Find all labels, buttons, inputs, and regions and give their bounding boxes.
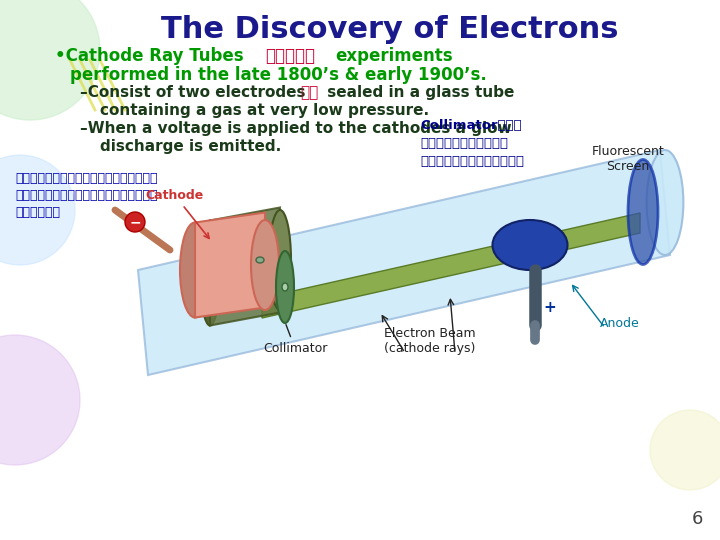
Text: containing a gas at very low pressure.: containing a gas at very low pressure.: [100, 103, 429, 118]
Text: Fluorescent
Screen: Fluorescent Screen: [592, 145, 665, 173]
Text: discharge is emitted.: discharge is emitted.: [100, 139, 282, 154]
Polygon shape: [138, 150, 670, 375]
Ellipse shape: [269, 210, 291, 310]
Ellipse shape: [492, 220, 567, 270]
Ellipse shape: [200, 220, 220, 326]
Text: 6: 6: [692, 510, 703, 528]
Polygon shape: [210, 207, 280, 326]
Text: 陰極射線管: 陰極射線管: [265, 47, 315, 65]
Circle shape: [0, 0, 100, 120]
Text: Collimator: Collimator: [263, 325, 327, 355]
Text: •Cathode Ray Tubes: •Cathode Ray Tubes: [55, 47, 249, 65]
Text: −: −: [129, 215, 141, 229]
Circle shape: [0, 335, 80, 465]
Text: sealed in a glass tube: sealed in a glass tube: [322, 85, 514, 100]
Ellipse shape: [256, 257, 264, 263]
Text: performed in the late 1800’s & early 1900’s.: performed in the late 1800’s & early 190…: [70, 66, 487, 84]
Text: Collimator准直儀: Collimator准直儀: [420, 119, 521, 132]
Text: 電子束，陰性電子束會受到第光屏的陽極吸: 電子束，陰性電子束會受到第光屏的陽極吸: [15, 189, 158, 202]
Text: The Discovery of Electrons: The Discovery of Electrons: [161, 15, 618, 44]
Text: 電極: 電極: [300, 85, 318, 100]
Ellipse shape: [282, 283, 288, 291]
Text: experiments: experiments: [335, 47, 453, 65]
Text: Anode: Anode: [600, 317, 640, 330]
Text: Electron Beam
(cathode rays): Electron Beam (cathode rays): [384, 327, 476, 355]
Text: –Consist of two electrodes: –Consist of two electrodes: [80, 85, 311, 100]
Text: 引而正確投射: 引而正確投射: [15, 206, 60, 219]
Polygon shape: [262, 213, 640, 318]
Polygon shape: [195, 213, 265, 318]
Text: 其他輻射變成平行光束的器件: 其他輻射變成平行光束的器件: [420, 155, 524, 168]
Ellipse shape: [628, 159, 658, 265]
Circle shape: [0, 155, 75, 265]
Text: 把點光源發出的發散光成: 把點光源發出的發散光成: [420, 137, 508, 150]
Ellipse shape: [276, 251, 294, 323]
Text: 燈絲加熱陰極發射電子，加速和聚焦後形成: 燈絲加熱陰極發射電子，加速和聚焦後形成: [15, 172, 158, 185]
Circle shape: [125, 212, 145, 232]
Ellipse shape: [251, 220, 279, 310]
Circle shape: [650, 410, 720, 490]
Ellipse shape: [180, 222, 210, 318]
Text: +: +: [544, 300, 557, 314]
Ellipse shape: [647, 150, 683, 255]
Text: Cathode: Cathode: [146, 189, 209, 238]
Text: –When a voltage is applied to the cathodes a glow: –When a voltage is applied to the cathod…: [80, 121, 512, 136]
